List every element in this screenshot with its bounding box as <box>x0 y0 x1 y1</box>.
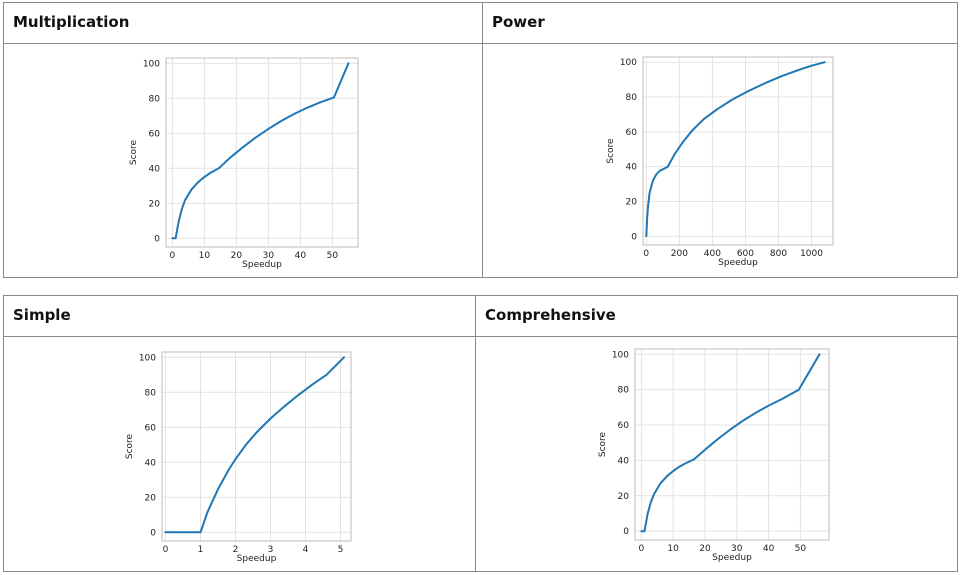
y-tick-label: 80 <box>145 388 157 398</box>
plot-area <box>635 349 829 540</box>
series-line <box>164 356 345 534</box>
header-comprehensive: Comprehensive <box>485 306 616 324</box>
y-axis-label: Score <box>606 138 616 164</box>
plot-frame <box>161 351 352 542</box>
bottom-table-divider <box>475 296 476 571</box>
top-table-divider <box>482 3 483 277</box>
y-axis-label: Score <box>598 431 608 457</box>
y-tick-label: 100 <box>139 353 156 363</box>
chart-power: 0 200 400 600 800 1000 0 20 40 60 80 100 Speedup Scor… <box>606 56 834 268</box>
y-tick-label: 0 <box>631 232 637 242</box>
x-tick-label: 4 <box>303 545 309 555</box>
y-axis-label: Score <box>129 139 139 165</box>
x-tick-label: 1 <box>198 545 204 555</box>
series-line <box>645 61 826 238</box>
y-tick-label: 40 <box>149 164 161 174</box>
y-tick-label: 40 <box>618 456 630 466</box>
x-tick-label: 30 <box>731 544 743 554</box>
y-tick-label: 80 <box>618 386 630 396</box>
y-tick-label: 100 <box>612 350 629 360</box>
header-simple: Simple <box>13 306 71 324</box>
y-tick-label: 20 <box>618 492 630 502</box>
x-tick-label: 0 <box>170 251 176 261</box>
y-tick-label: 60 <box>149 129 161 139</box>
x-tick-label: 0 <box>643 249 649 259</box>
y-tick-label: 0 <box>154 234 160 244</box>
plot-frame <box>634 348 830 541</box>
chart-multiplication: 0 10 20 30 40 50 0 20 40 60 80 100 Speedup Score <box>129 57 359 270</box>
y-tick-label: 0 <box>623 527 629 537</box>
x-tick-label: 0 <box>638 544 644 554</box>
x-tick-label: 200 <box>671 249 688 259</box>
x-tick-label: 5 <box>338 545 344 555</box>
plot-frame <box>165 57 359 248</box>
y-tick-label: 20 <box>145 493 157 503</box>
x-tick-label: 800 <box>770 249 787 259</box>
y-tick-label: 80 <box>626 93 638 103</box>
x-axis-label: Speedup <box>237 554 277 564</box>
top-table-header-row: Multiplication Power <box>4 3 957 44</box>
top-table: Multiplication Power 0 10 20 30 40 50 0 20 40 60 8… <box>3 2 958 278</box>
x-tick-label: 400 <box>704 249 721 259</box>
header-multiplication: Multiplication <box>13 13 130 31</box>
y-tick-label: 0 <box>150 528 156 538</box>
x-axis-label: Speedup <box>712 553 752 563</box>
x-tick-label: 3 <box>268 545 274 555</box>
y-tick-label: 80 <box>149 94 161 104</box>
x-tick-label: 10 <box>199 251 211 261</box>
x-tick-label: 30 <box>263 251 275 261</box>
x-tick-label: 600 <box>737 249 754 259</box>
x-tick-label: 20 <box>699 544 711 554</box>
plot-area <box>166 58 358 247</box>
y-tick-label: 60 <box>626 128 638 138</box>
y-tick-label: 60 <box>618 421 630 431</box>
x-tick-label: 50 <box>327 251 339 261</box>
bottom-table: Simple Comprehensive 0 1 2 3 4 5 0 20 40 60 80 100 S… <box>3 295 958 572</box>
y-tick-label: 20 <box>626 197 638 207</box>
x-axis-label: Speedup <box>242 260 282 270</box>
y-tick-label: 60 <box>145 423 157 433</box>
x-tick-label: 50 <box>795 544 807 554</box>
header-power: Power <box>492 13 545 31</box>
plot-area <box>162 352 351 541</box>
y-tick-label: 100 <box>620 58 637 68</box>
y-tick-label: 100 <box>143 59 160 69</box>
bottom-table-header-row: Simple Comprehensive <box>4 296 957 337</box>
y-tick-label: 40 <box>626 163 638 173</box>
x-tick-label: 1000 <box>800 249 823 259</box>
x-axis-label: Speedup <box>718 258 758 268</box>
series-line <box>640 353 821 533</box>
plot-frame <box>642 56 834 246</box>
x-tick-label: 20 <box>231 251 243 261</box>
x-tick-label: 40 <box>763 544 775 554</box>
series-line <box>171 62 350 240</box>
plot-area <box>643 57 833 245</box>
x-tick-label: 10 <box>667 544 679 554</box>
y-tick-label: 40 <box>145 458 157 468</box>
chart-comprehensive: 0 10 20 30 40 50 0 20 40 60 80 100 Speedup Score <box>598 348 830 563</box>
x-tick-label: 40 <box>295 251 307 261</box>
y-tick-label: 20 <box>149 199 161 209</box>
x-tick-label: 2 <box>233 545 239 555</box>
x-tick-label: 0 <box>163 545 169 555</box>
chart-simple: 0 1 2 3 4 5 0 20 40 60 80 100 Speedup Score <box>125 351 352 564</box>
y-axis-label: Score <box>125 433 135 459</box>
